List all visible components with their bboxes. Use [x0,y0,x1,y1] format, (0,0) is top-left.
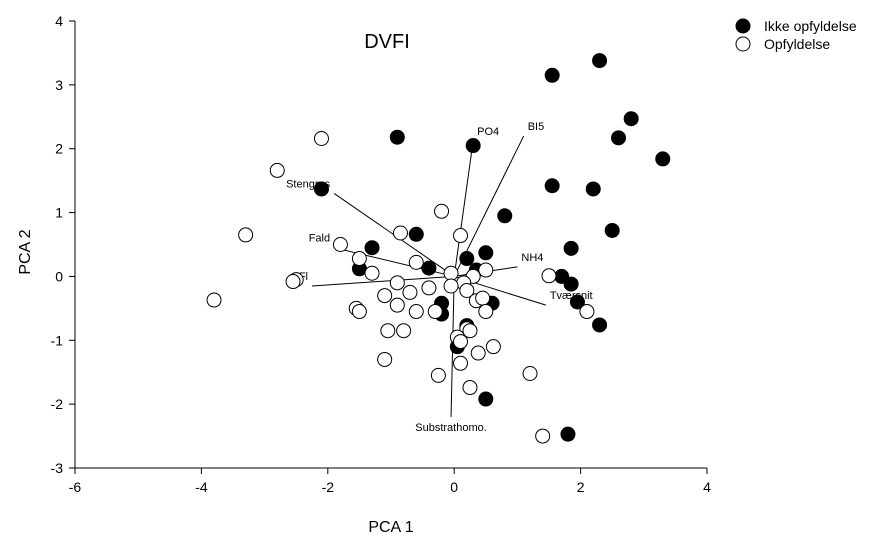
point-opfyldelse [478,304,494,320]
point-opfyldelse [579,304,595,320]
point-opfyldelse [459,282,475,298]
y-tick-label: 3 [55,77,63,93]
point-ikke-opfyldelse [389,129,405,145]
point-opfyldelse [238,227,254,243]
point-opfyldelse [332,237,348,252]
x-tick-label: -2 [322,479,335,495]
point-opfyldelse [206,292,222,308]
legend-marker [735,36,751,52]
point-opfyldelse [434,203,450,219]
y-tick-label: 1 [55,205,63,221]
vector-line [334,247,455,277]
y-tick-label: -1 [51,332,64,348]
point-opfyldelse [351,251,367,267]
point-opfyldelse [430,367,446,383]
point-opfyldelse [392,225,408,241]
point-opfyldelse [377,288,393,304]
y-tick-label: 2 [55,141,63,157]
point-opfyldelse [443,278,459,294]
vector-label: Substrathomo. [415,422,487,434]
point-ikke-opfyldelse [544,178,560,194]
point-opfyldelse [475,290,491,306]
point-opfyldelse [462,323,478,339]
chart-title: DVFI [364,31,410,53]
point-ikke-opfyldelse [611,130,627,146]
point-opfyldelse [285,274,301,290]
x-tick-label: 4 [703,479,711,495]
point-ikke-opfyldelse [655,151,671,167]
point-opfyldelse [453,228,469,244]
point-opfyldelse [389,275,405,291]
point-ikke-opfyldelse [623,111,639,127]
point-opfyldelse [396,323,412,339]
y-tick-label: -2 [51,396,64,412]
point-opfyldelse [535,428,551,444]
point-opfyldelse [313,130,329,146]
point-opfyldelse [427,304,443,320]
point-opfyldelse [364,265,380,281]
point-ikke-opfyldelse [592,317,608,333]
y-tick-label: 4 [55,13,63,29]
point-opfyldelse [470,345,486,361]
point-ikke-opfyldelse [592,53,608,69]
y-axis-label: PCA 2 [17,229,34,274]
point-ikke-opfyldelse [585,181,601,197]
point-ikke-opfyldelse [563,276,579,292]
legend-label: Ikke opfyldelse [764,18,857,34]
point-ikke-opfyldelse [569,294,585,310]
vector-label: NH4 [521,252,543,264]
point-ikke-opfyldelse [497,208,513,224]
point-opfyldelse [443,265,459,281]
point-ikke-opfyldelse [544,67,560,83]
vector-label: Fald [309,233,330,245]
y-tick-label: 0 [55,268,63,284]
data-points [206,53,671,444]
point-ikke-opfyldelse [408,226,424,242]
point-opfyldelse [462,380,478,396]
axes: -6 -4 -2 0 2 4 -3 -2 -1 0 1 2 3 4 [51,13,712,495]
point-opfyldelse [377,351,393,367]
point-opfyldelse [453,334,469,350]
point-opfyldelse [351,304,367,320]
point-opfyldelse [522,365,538,381]
point-opfyldelse [478,262,494,278]
legend: Ikke opfyldelse Opfyldelse [735,18,857,52]
point-opfyldelse [269,162,285,178]
point-opfyldelse [389,297,405,313]
point-ikke-opfyldelse [421,260,437,276]
x-axis-label: PCA 1 [368,519,413,536]
vector-label: Fl [299,271,308,283]
legend-marker [735,18,751,34]
x-tick-label: 2 [577,479,585,495]
point-opfyldelse [408,304,424,320]
vector-line [311,275,455,287]
point-opfyldelse [541,268,557,284]
point-ikke-opfyldelse [560,426,576,442]
point-opfyldelse [421,280,437,296]
point-opfyldelse [380,323,396,339]
y-tick-label: -3 [51,460,64,476]
point-ikke-opfyldelse [465,138,481,154]
x-tick-label: -4 [195,479,208,495]
point-opfyldelse [402,284,418,300]
vector-label: PO4 [477,126,499,138]
point-opfyldelse [485,339,501,355]
point-ikke-opfyldelse [364,240,380,256]
point-ikke-opfyldelse [563,240,579,256]
point-ikke-opfyldelse [313,181,329,197]
point-ikke-opfyldelse [604,222,620,238]
x-tick-label: -6 [69,479,82,495]
vector-line [453,140,474,277]
vector-label: BI5 [528,121,545,133]
point-opfyldelse [453,355,469,371]
x-tick-label: 0 [450,479,458,495]
point-ikke-opfyldelse [478,245,494,261]
point-opfyldelse [408,254,424,270]
point-ikke-opfyldelse [478,391,494,407]
legend-label: Opfyldelse [764,36,830,52]
point-ikke-opfyldelse [459,251,475,267]
